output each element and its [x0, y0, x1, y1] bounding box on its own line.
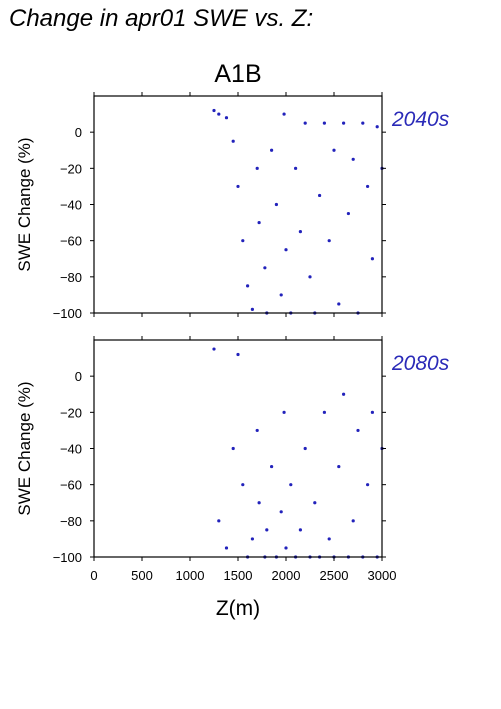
chart-panel-2: 0 −20 −40 −60 −80 −100 0 500 1000 1500 2000 2500 300… — [15, 336, 450, 620]
data-point — [224, 546, 229, 550]
y-tick-label: −100 — [53, 306, 82, 321]
data-point — [263, 266, 267, 270]
data-point — [217, 112, 221, 116]
data-point — [246, 284, 250, 288]
x-tick-label: 3000 — [368, 568, 397, 583]
data-point — [361, 121, 365, 125]
scatter-series — [212, 347, 384, 559]
data-point — [356, 428, 360, 433]
data-point — [289, 483, 293, 487]
data-point — [231, 139, 235, 143]
data-point — [366, 483, 370, 487]
data-point — [255, 428, 259, 433]
data-point — [313, 501, 317, 505]
data-point — [236, 352, 240, 357]
data-point — [270, 464, 274, 469]
y-tick-label: −60 — [60, 234, 82, 249]
plot-frame — [93, 339, 383, 558]
period-label: 2080s — [391, 352, 450, 375]
data-point — [274, 202, 278, 207]
data-point — [217, 519, 221, 523]
x-tick-label: 2000 — [272, 568, 301, 583]
data-point — [284, 546, 288, 550]
data-point — [370, 257, 374, 261]
data-point — [250, 537, 254, 541]
y-tick-label: −80 — [60, 514, 82, 529]
y-tick-label: 0 — [75, 125, 82, 140]
scatter-series — [212, 108, 384, 315]
x-tick-label: 1500 — [224, 568, 253, 583]
data-point — [265, 528, 269, 532]
y-tick-label: −80 — [60, 270, 82, 285]
chart-title: A1B — [214, 60, 261, 88]
period-label: 2040s — [391, 108, 450, 131]
data-point — [224, 116, 229, 120]
data-point — [282, 112, 286, 116]
data-point — [231, 446, 235, 451]
data-point — [255, 166, 259, 170]
plot-frame — [93, 95, 383, 314]
data-point — [282, 410, 286, 414]
data-point — [322, 410, 326, 414]
y-tick-label: −40 — [60, 198, 82, 213]
y-axis-label: SWE Change (%) — [15, 381, 34, 515]
x-tick-label: 2500 — [320, 568, 349, 583]
y-tick-label: 0 — [75, 369, 82, 384]
data-point — [337, 464, 341, 469]
data-point — [279, 293, 283, 297]
figure-title: Change in apr01 SWE vs. Z: — [9, 5, 314, 32]
data-point — [294, 166, 298, 170]
data-point — [332, 148, 336, 152]
data-point — [351, 157, 355, 161]
data-point — [298, 230, 302, 234]
data-point — [327, 537, 331, 541]
chart-panel-1: 0 −20 −40 −60 −80 −100 SWE Change (%) 2040s A1B — [15, 60, 450, 321]
y-tick-label: −40 — [60, 442, 82, 457]
y-tick-label: −20 — [60, 405, 82, 420]
data-point — [342, 121, 346, 125]
data-point — [308, 275, 312, 279]
data-point — [298, 528, 302, 532]
x-tick-label: 0 — [90, 568, 97, 583]
data-point — [270, 148, 274, 152]
data-point — [241, 483, 245, 487]
data-point — [212, 108, 216, 113]
data-point — [279, 510, 283, 514]
data-point — [284, 248, 288, 252]
y-tick-label: −20 — [60, 161, 82, 176]
data-point — [375, 125, 379, 129]
data-point — [370, 410, 374, 414]
data-point — [366, 184, 370, 189]
x-axis-label: Z(m) — [216, 597, 260, 620]
data-point — [303, 121, 307, 125]
data-point — [351, 519, 355, 523]
x-tick-label: 500 — [131, 568, 153, 583]
data-point — [303, 446, 307, 451]
data-point — [257, 501, 261, 505]
y-tick-label: −60 — [60, 478, 82, 493]
data-point — [337, 302, 341, 306]
data-point — [250, 307, 254, 311]
data-point — [322, 121, 326, 125]
data-point — [236, 184, 240, 189]
data-point — [346, 211, 350, 216]
data-point — [327, 239, 331, 243]
y-axis-label: SWE Change (%) — [15, 137, 34, 271]
data-point — [318, 193, 322, 198]
y-tick-label: −100 — [53, 550, 82, 565]
data-point — [257, 220, 261, 225]
data-point — [212, 347, 216, 351]
x-tick-label: 1000 — [176, 568, 205, 583]
data-point — [342, 392, 346, 396]
data-point — [241, 239, 245, 243]
